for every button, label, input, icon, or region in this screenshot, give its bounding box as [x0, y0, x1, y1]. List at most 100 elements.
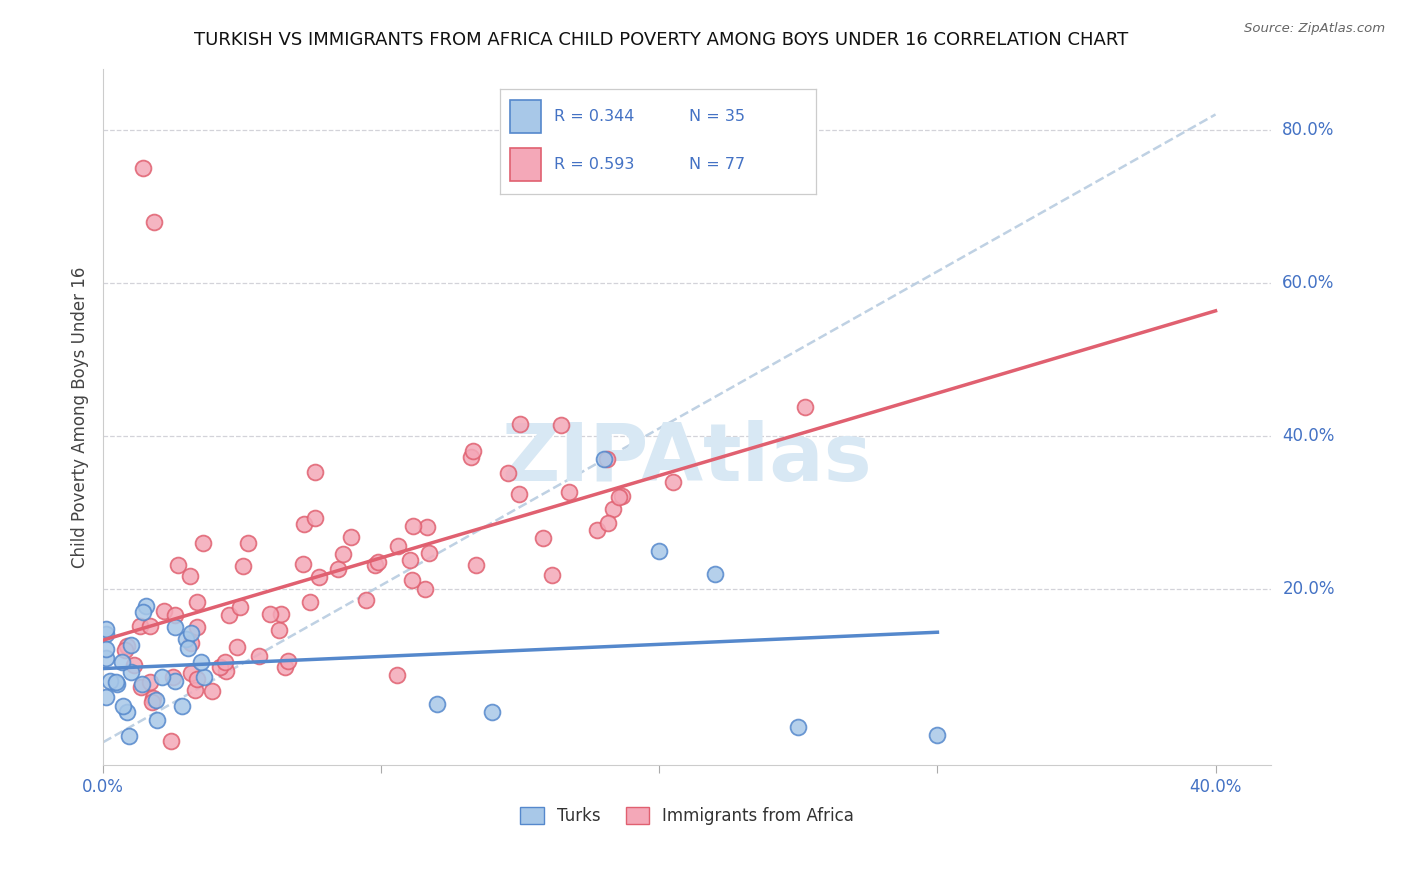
Point [214, 655, 236, 669]
Point [128, 619, 150, 633]
Point [426, 697, 449, 711]
Point [218, 607, 240, 622]
Point [304, 511, 326, 525]
Point [120, 665, 142, 679]
Point [132, 161, 155, 175]
Point [273, 660, 295, 674]
Point [598, 516, 620, 531]
Point [94, 622, 117, 636]
Point [142, 690, 165, 705]
Point [179, 569, 201, 583]
Point [120, 638, 142, 652]
Point [461, 444, 484, 458]
Point [191, 536, 214, 550]
Point [398, 553, 420, 567]
Text: Source: ZipAtlas.com: Source: ZipAtlas.com [1244, 22, 1385, 36]
Point [460, 450, 482, 464]
Point [596, 452, 619, 467]
Point [236, 536, 259, 550]
Point [508, 487, 530, 501]
Point [163, 673, 186, 688]
Point [165, 607, 187, 622]
Point [387, 539, 409, 553]
Point [177, 641, 200, 656]
Point [170, 698, 193, 713]
Point [186, 595, 208, 609]
Point [96, 627, 118, 641]
Point [794, 400, 817, 414]
Point [215, 665, 238, 679]
Point [94, 642, 117, 657]
Point [607, 490, 630, 504]
Point [247, 649, 270, 664]
Point [787, 720, 810, 734]
Point [186, 620, 208, 634]
Text: 40.0%: 40.0% [1282, 427, 1334, 445]
Text: 20.0%: 20.0% [1282, 580, 1334, 599]
Point [162, 670, 184, 684]
Point [200, 684, 222, 698]
Text: ZIPAtlas: ZIPAtlas [502, 419, 873, 498]
Point [354, 593, 377, 607]
Point [387, 667, 409, 681]
Y-axis label: Child Poverty Among Boys Under 16: Child Poverty Among Boys Under 16 [72, 266, 89, 567]
Point [114, 643, 136, 657]
Point [132, 605, 155, 619]
Point [401, 573, 423, 587]
Point [332, 548, 354, 562]
Point [131, 677, 153, 691]
Point [139, 675, 162, 690]
Point [180, 665, 202, 680]
Point [367, 555, 389, 569]
Point [193, 670, 215, 684]
Point [124, 657, 146, 672]
Point [150, 670, 173, 684]
Point [190, 656, 212, 670]
Point [100, 673, 122, 688]
Point [277, 654, 299, 668]
Point [163, 620, 186, 634]
Point [208, 660, 231, 674]
Point [558, 485, 581, 500]
Point [592, 452, 614, 467]
Point [228, 600, 250, 615]
Text: 60.0%: 60.0% [1282, 274, 1334, 292]
Point [141, 695, 163, 709]
Point [292, 557, 315, 571]
Point [146, 713, 169, 727]
Point [111, 699, 134, 714]
Point [648, 544, 671, 558]
Text: TURKISH VS IMMIGRANTS FROM AFRICA CHILD POVERTY AMONG BOYS UNDER 16 CORRELATION : TURKISH VS IMMIGRANTS FROM AFRICA CHILD … [194, 31, 1128, 49]
Text: 80.0%: 80.0% [1282, 120, 1334, 139]
Point [418, 546, 440, 560]
Point [186, 672, 208, 686]
Point [145, 692, 167, 706]
Point [586, 523, 609, 537]
Point [299, 594, 322, 608]
Point [118, 729, 141, 743]
Point [94, 690, 117, 704]
Point [152, 604, 174, 618]
Point [464, 558, 486, 572]
Point [531, 531, 554, 545]
Point [226, 640, 249, 654]
Point [129, 680, 152, 694]
Point [259, 607, 281, 621]
Point [184, 682, 207, 697]
Point [927, 727, 949, 741]
Point [416, 519, 439, 533]
Point [143, 214, 166, 228]
Point [662, 475, 685, 489]
Point [602, 502, 624, 516]
Point [413, 582, 436, 596]
Point [115, 705, 138, 719]
Point [105, 677, 128, 691]
Point [509, 417, 531, 431]
Point [270, 607, 292, 622]
Point [115, 640, 138, 654]
Point [339, 530, 361, 544]
Point [498, 467, 520, 481]
Point [610, 489, 633, 503]
Point [481, 705, 503, 719]
Point [174, 632, 197, 646]
